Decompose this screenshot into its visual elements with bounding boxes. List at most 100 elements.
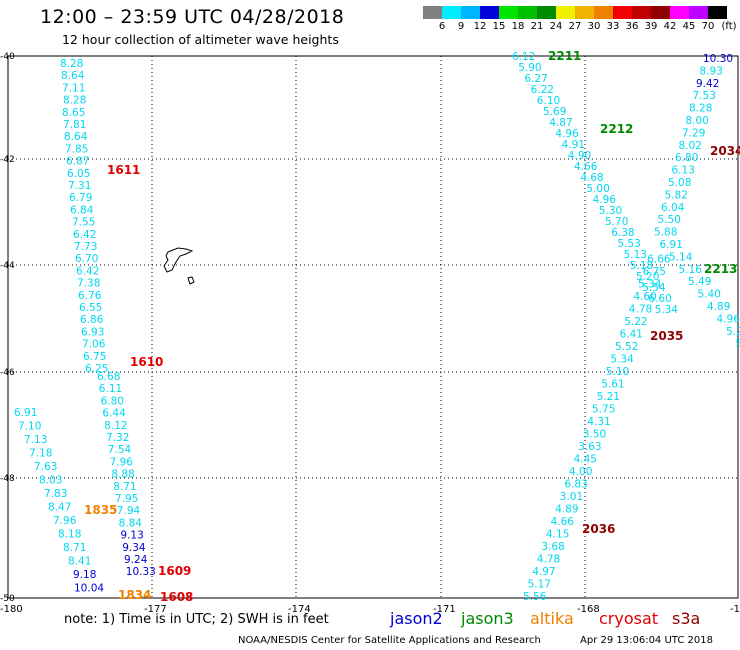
legend-value-42: 42 [663,21,677,32]
swh-value: 9.18 [73,569,96,581]
legend-value-27: 27 [568,21,582,32]
swh-value: 6.93 [81,326,104,338]
swh-value: 7.18 [29,448,52,460]
swh-value: 10.30 [703,53,733,65]
track-time-2213: 2213 [704,262,737,276]
swh-value: 6.10 [537,95,560,107]
lon-label--171: -171 [433,604,456,615]
swh-value: 6.84 [70,204,94,216]
legend-value-12: 12 [473,21,487,32]
swh-value: 5.34 [655,304,679,316]
swh-value: 6.91 [14,407,37,419]
legend-value-70: 70 [701,21,715,32]
swh-value: 6.27 [524,73,547,85]
swh-value: 9.24 [124,554,148,566]
swh-value: 8.47 [48,502,71,514]
swh-value: 7.32 [106,432,129,444]
swh-value: 5.30 [599,205,622,217]
swh-value: 6.11 [99,383,122,395]
swh-value: 4.96 [593,194,617,206]
legend-swatch-39 [651,6,670,19]
swh-value: 6.41 [620,329,643,341]
swh-value: 5.00 [586,183,609,195]
swh-value: 5.88 [654,227,677,239]
track-time-2034: 2034 [710,144,740,158]
swh-value: 6.80 [101,395,124,407]
legend-value-36: 36 [625,21,639,32]
swh-value: 7.96 [110,456,134,468]
figure-subtitle: 12 hour collection of altimeter wave hei… [62,32,339,47]
swh-value: 9.34 [122,542,146,554]
swh-value: 6.79 [69,192,92,204]
swh-value: 5.70 [605,216,628,228]
legend-value-24: 24 [549,21,563,32]
swh-value: 6.12 [512,51,535,63]
swh-value: 8.41 [68,556,91,568]
swh-value: 5.34 [638,279,662,291]
swh-value: 5.08 [668,177,691,189]
lon-label--177: -177 [144,604,167,615]
swh-value: 7.06 [82,339,106,351]
swh-value: 9.42 [696,78,719,90]
swh-value: 6.38 [611,227,634,239]
legend-swatch-9 [461,6,480,19]
figure-title: 12:00 – 23:59 UTC 04/28/2018 [40,6,345,28]
legend-unit: (ft) [721,21,737,32]
lat-label-46: -46 [0,368,15,378]
swh-value: 5.24 [726,326,740,338]
swh-value: 8.28 [60,58,83,70]
swh-value: 4.87 [549,117,572,129]
swh-value: 5.82 [665,189,688,201]
legend-value-21: 21 [530,21,544,32]
swh-value: 5.40 [698,289,721,301]
swh-value: 6.42 [73,229,96,241]
swh-value: 8.28 [689,103,712,115]
swh-value: 6.44 [102,408,126,420]
swh-value: 8.64 [61,70,85,82]
legend-swatch-70 [708,6,727,19]
swh-value: 5.21 [597,391,620,403]
swh-value: 7.11 [62,82,85,94]
swh-value: 7.10 [18,421,41,433]
swh-value: 5.16 [679,264,703,276]
swh-value: 7.55 [72,217,95,229]
swh-value: 6.91 [660,239,683,251]
lon-label--168: -168 [577,604,600,615]
track-time-1835: 1835 [84,503,117,517]
swh-value: 5.7 [736,338,740,350]
track-time-2212: 2212 [600,122,633,136]
swh-value: 5.17 [528,579,551,591]
swh-value: 10.33 [126,566,156,578]
satellite-jason3: jason3 [461,609,514,628]
swh-value: 7.54 [108,444,132,456]
legend-value-18: 18 [511,21,525,32]
track-time-1609: 1609 [158,564,191,578]
swh-value: 5.34 [610,354,634,366]
swh-value: 6.75 [83,351,106,363]
satellite-s3a: s3a [672,609,701,628]
swh-value: 5.54 [642,282,666,294]
swh-value: 7.73 [74,241,97,253]
generated-timestamp: Apr 29 13:06:04 UTC 2018 [580,635,713,646]
legend-value-45: 45 [682,21,696,32]
swh-value: 6.68 [97,371,120,383]
satellite-altika: altika [530,609,574,628]
legend-swatch-42 [670,6,689,19]
swh-value: 5.52 [615,341,638,353]
swh-value: 6.76 [78,290,102,302]
island-outline [163,247,195,285]
swh-value: 4.90 [568,150,591,162]
swh-value: 6.05 [67,168,90,180]
swh-value: 4.97 [532,566,555,578]
swh-value: 7.95 [115,493,138,505]
swh-value: 5.69 [543,106,566,118]
lat-label-42: -42 [0,155,15,165]
lon-label--174: -174 [288,604,311,615]
swh-value: 5.18 [630,260,653,272]
legend-value-33: 33 [606,21,620,32]
legend-swatch-6 [442,6,461,19]
lat-label-44: -44 [0,261,15,271]
legend-swatch-15 [499,6,518,19]
